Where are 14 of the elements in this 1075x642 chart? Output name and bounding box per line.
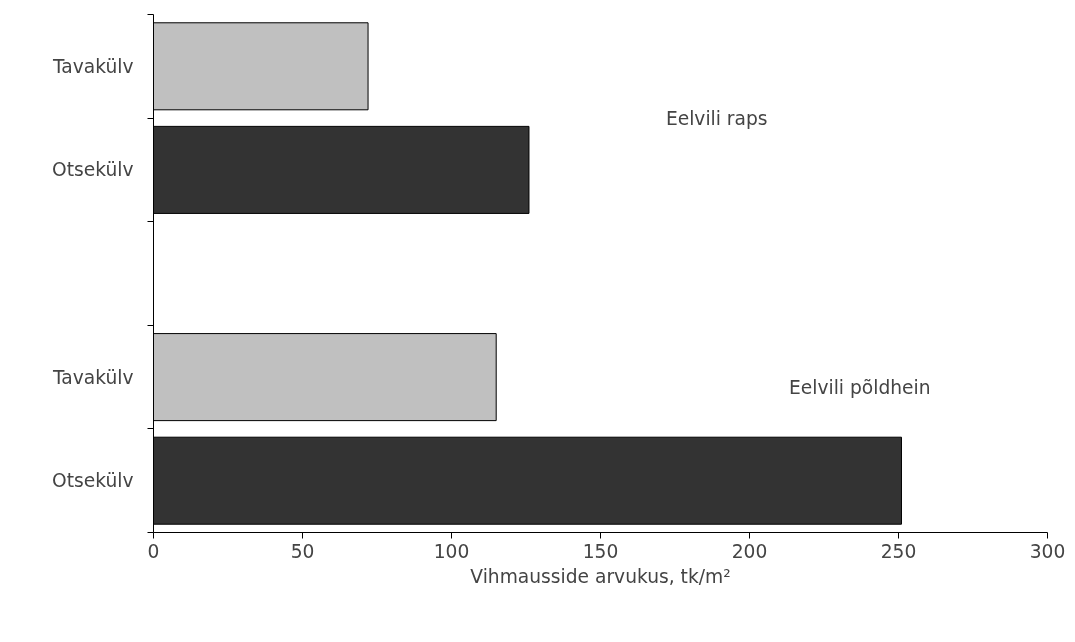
x-tick-label: 0 [147,540,160,562]
y-tick-label: Tavakülv [52,366,134,388]
x-tick-label: 300 [1029,540,1066,562]
x-tick-label: 200 [731,540,768,562]
x-axis-title: Vihmausside arvukus, tk/m² [470,565,731,587]
x-tick-label: 250 [880,540,917,562]
annotation: Eelvili põldhein [788,376,931,398]
y-tick-label: Otsekülv [52,159,134,181]
x-tick-label: 150 [582,540,619,562]
annotation: Eelvili raps [665,107,768,129]
y-tick-label: Otsekülv [52,470,134,492]
y-tick-label: Tavakülv [52,55,134,77]
x-tick-label: 50 [290,540,315,562]
x-tick-label: 100 [433,540,470,562]
